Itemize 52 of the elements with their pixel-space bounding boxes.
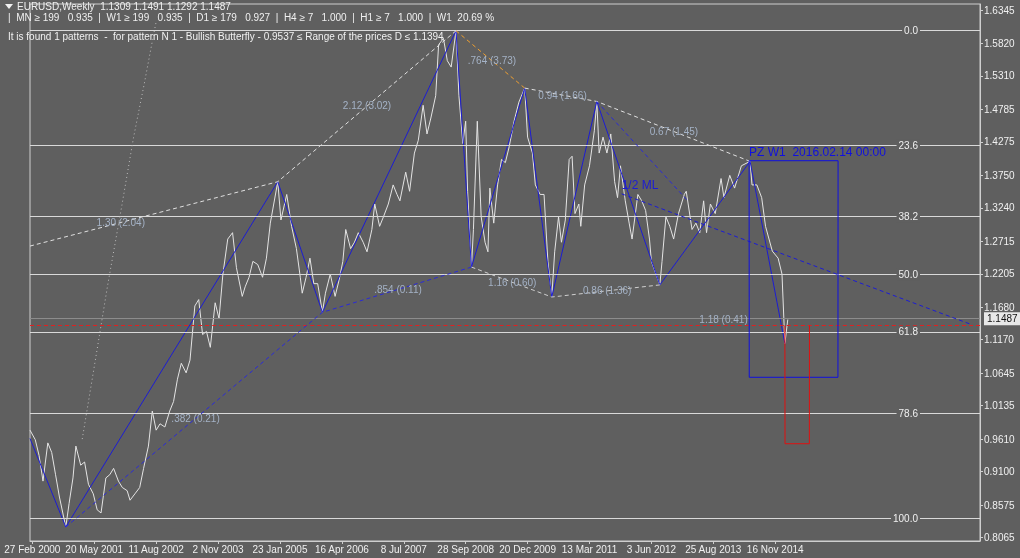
text: | MN ≥ 199 0.935 | W1 ≥ 199 0.935 | D1 ≥ 179 0.927 | H4 ≥ 7 1.000 | H1 ≥ 7 1.000 | W1 20.69 % (8, 11, 495, 23)
y-tick-label: 1.0135 (984, 400, 1016, 412)
y-tick-label: 0.9610 (984, 433, 1016, 445)
y2-tick-label: 78.6 (898, 408, 919, 420)
x-tick-label: 11 Aug 2002 (128, 543, 185, 555)
x-tick-label: 27 Feb 2000 (4, 543, 61, 555)
annotation: 0.94 (1.66) (538, 89, 587, 101)
annotation: .382 (0.21) (171, 413, 220, 425)
y-tick-label: 1.6345 (984, 4, 1016, 16)
x-tick-label: 13 Mar 2011 (561, 543, 618, 555)
y2-tick-label: 23.6 (898, 139, 919, 151)
y-tick-label: 1.2715 (984, 235, 1016, 247)
annotation: 2.12 (3.02) (342, 100, 392, 112)
annotation: 1.16 (0.60) (488, 276, 537, 288)
y-tick-label: 1.3240 (984, 202, 1016, 214)
x-tick-label: 20 Dec 2009 (499, 543, 557, 555)
x-tick-label: 16 Nov 2014 (746, 543, 804, 555)
annotation: It is found 1 patterns - for pattern N 1 - Bullish Butterfly - 0.9537 ≤ Range of the prices D ≤ 1.1394 (8, 30, 445, 42)
y-tick-label: 1.4275 (984, 136, 1016, 148)
y-tick-label: 1.0645 (984, 367, 1016, 379)
x-tick-label: 16 Apr 2006 (314, 543, 370, 555)
x-tick-label: 28 Sep 2008 (437, 543, 495, 555)
y2-tick-label: 50.0 (898, 268, 919, 280)
x-tick-label: 2 Nov 2003 (192, 543, 245, 555)
y-tick-label: 1.1680 (984, 301, 1016, 313)
x-tick-label: 25 Aug 2013 (685, 543, 742, 555)
y-tick-label: 0.8575 (984, 499, 1016, 511)
annotation: 0.86 (1.36) (583, 285, 632, 297)
x-tick-label: 23 Jan 2005 (252, 543, 308, 555)
y-tick-label: 0.8065 (984, 532, 1016, 543)
annotation: 1.18 (0.41) (699, 314, 748, 326)
x-tick-label: 8 Jul 2007 (380, 543, 428, 555)
y2-tick-label: 61.8 (898, 326, 919, 338)
y-tick-label: 1.2205 (984, 268, 1016, 280)
annotation: .854 (0.11) (374, 283, 422, 295)
annotation: .764 (3.73) (467, 55, 517, 67)
ref-line-label: 1.1487 (987, 313, 1019, 325)
y-tick-label: 0.9100 (984, 466, 1016, 478)
y-tick-label: 1.5820 (984, 37, 1016, 49)
y2-tick-label: 38.2 (898, 211, 919, 223)
y2-tick-label: 100.0 (892, 512, 919, 524)
y-tick-label: 1.1170 (984, 334, 1015, 346)
y-tick-label: 1.3750 (984, 169, 1016, 181)
y2-tick-label: 0.0 (904, 24, 919, 36)
annotation: 1.30 (2.04) (96, 216, 145, 228)
chart-title: EURUSD,Weekly 1.1309 1.1491 1.1292 1.1487 (17, 0, 232, 12)
series-label: PZ W1 2016.02.14 00:00 (749, 144, 887, 159)
x-tick-label: 3 Jun 2012 (626, 543, 677, 555)
y-tick-label: 1.5310 (984, 70, 1016, 82)
y-tick-label: 1.4785 (984, 103, 1016, 115)
annotation: 0.67 (1.45) (649, 125, 699, 137)
x-tick-label: 20 May 2001 (65, 543, 124, 555)
